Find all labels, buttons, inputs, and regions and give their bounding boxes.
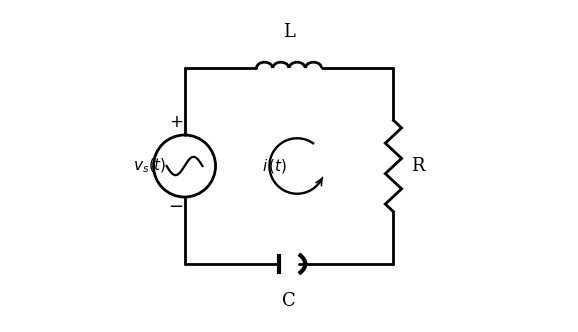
Text: L: L xyxy=(283,23,295,41)
Text: $v_s(t)$: $v_s(t)$ xyxy=(132,157,166,175)
Text: $i\,(t)$: $i\,(t)$ xyxy=(262,157,287,175)
Text: C: C xyxy=(282,292,296,310)
Text: R: R xyxy=(411,157,425,175)
Text: +: + xyxy=(169,113,183,131)
Text: −: − xyxy=(168,198,183,216)
